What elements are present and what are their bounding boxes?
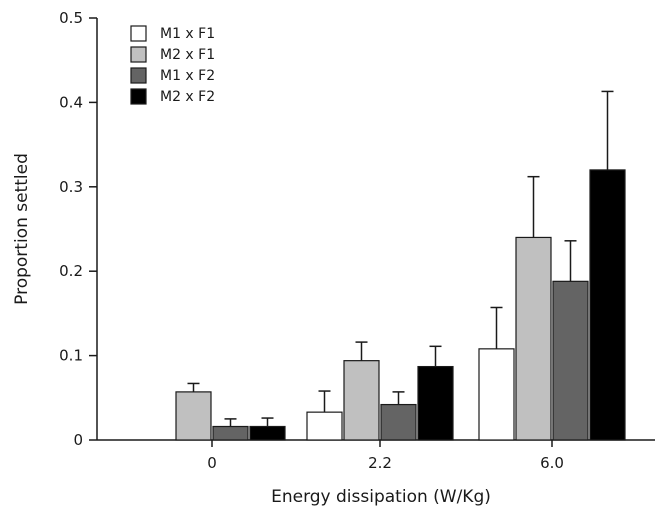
bar	[417, 365, 454, 441]
legend-swatch	[130, 88, 147, 105]
y-axis-label: Proportion settled	[12, 153, 32, 305]
bar	[478, 348, 515, 441]
y-tick-label: 0.4	[59, 93, 83, 111]
legend-swatch	[130, 67, 147, 84]
bars	[175, 90, 626, 441]
bar	[380, 403, 417, 441]
y-tick-label: 0.1	[59, 347, 83, 365]
bar	[175, 391, 212, 441]
bar	[589, 169, 626, 441]
x-axis-label: Energy dissipation (W/Kg)	[271, 487, 491, 507]
legend-label: M1 x F2	[160, 68, 215, 84]
y-tick-label: 0	[73, 431, 83, 449]
bar	[212, 425, 249, 441]
y-ticks: 0 0.1 0.2 0.3 0.4 0.5	[59, 9, 97, 449]
y-tick-label: 0.2	[59, 262, 83, 280]
legend-label: M2 x F2	[160, 89, 215, 105]
x-ticks: 0 2.2 6.0	[207, 440, 564, 472]
y-tick-label: 0.5	[59, 9, 83, 27]
legend-label: M2 x F1	[160, 47, 215, 63]
bar	[306, 411, 343, 441]
legend-label: M1 x F1	[160, 26, 215, 42]
x-tick-label: 2.2	[368, 454, 392, 472]
x-tick-label: 6.0	[540, 454, 564, 472]
legend-swatch	[130, 25, 147, 42]
x-tick-label: 0	[207, 454, 217, 472]
bar	[343, 360, 380, 441]
legend-swatch	[130, 46, 147, 63]
y-tick-label: 0.3	[59, 178, 83, 196]
bar	[249, 425, 286, 441]
bar	[515, 236, 552, 441]
legend: M1 x F1 M2 x F1 M1 x F2 M2 x F2	[130, 25, 215, 105]
bar	[552, 280, 589, 441]
